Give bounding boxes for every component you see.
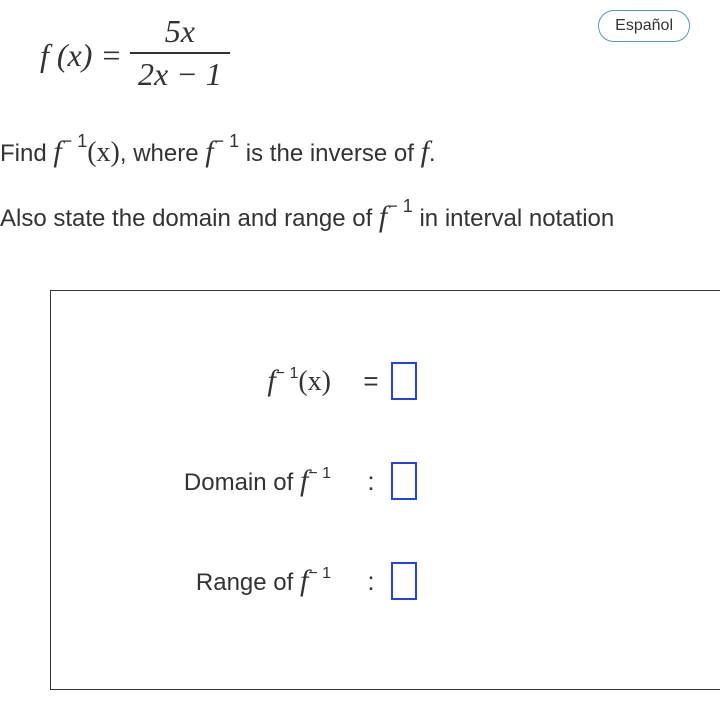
instr1-sup2: − 1 bbox=[214, 131, 240, 151]
row2-sep: : bbox=[351, 466, 391, 497]
instr2-f: f bbox=[379, 200, 387, 233]
instr1-sup1: − 1 bbox=[62, 131, 88, 151]
row2-text: Domain of bbox=[184, 469, 300, 496]
instr2-sup: − 1 bbox=[387, 196, 413, 216]
domain-label: Domain of f− 1 bbox=[121, 464, 351, 498]
range-input[interactable] bbox=[391, 562, 417, 600]
instruction-line-1: Find f− 1(x), where f− 1 is the inverse … bbox=[0, 135, 436, 169]
instruction-line-2: Also state the domain and range of f− 1 … bbox=[0, 200, 614, 234]
range-label: Range of f− 1 bbox=[121, 564, 351, 598]
instr1-final-f: f bbox=[421, 135, 429, 168]
main-formula: f (x) = 5x 2x − 1 bbox=[40, 15, 230, 95]
instr2-suffix: in interval notation bbox=[413, 205, 614, 232]
instr1-period: . bbox=[429, 140, 436, 167]
row3-sup: − 1 bbox=[308, 565, 331, 582]
domain-input[interactable] bbox=[391, 462, 417, 500]
instr1-mid: , where bbox=[120, 140, 205, 167]
answer-row-domain: Domain of f− 1 : bbox=[51, 431, 720, 531]
formula-denominator: 2x − 1 bbox=[130, 54, 230, 93]
instr1-prefix: Find bbox=[0, 140, 53, 167]
instr1-f1: f bbox=[53, 135, 61, 168]
inverse-label: f− 1(x) bbox=[121, 364, 351, 398]
instr1-paren: (x) bbox=[87, 137, 120, 168]
answer-row-range: Range of f− 1 : bbox=[51, 531, 720, 631]
answer-box: f− 1(x) = Domain of f− 1 : Range of f− 1… bbox=[50, 290, 720, 690]
row1-sup: − 1 bbox=[276, 365, 299, 382]
formula-fraction: 5x 2x − 1 bbox=[130, 13, 230, 93]
row1-paren: (x) bbox=[298, 366, 331, 397]
row1-sep: = bbox=[351, 366, 391, 397]
row2-sup: − 1 bbox=[308, 465, 331, 482]
formula-lhs: f (x) = bbox=[40, 37, 122, 74]
row1-f: f bbox=[267, 364, 275, 398]
row3-sep: : bbox=[351, 566, 391, 597]
instr1-f2: f bbox=[205, 135, 213, 168]
row3-text: Range of bbox=[196, 569, 300, 596]
inverse-input[interactable] bbox=[391, 362, 417, 400]
instr2-prefix: Also state the domain and range of bbox=[0, 205, 379, 232]
instr1-suffix: is the inverse of bbox=[239, 140, 420, 167]
language-button[interactable]: Español bbox=[598, 10, 690, 42]
formula-numerator: 5x bbox=[130, 13, 230, 54]
answer-row-inverse: f− 1(x) = bbox=[51, 331, 720, 431]
